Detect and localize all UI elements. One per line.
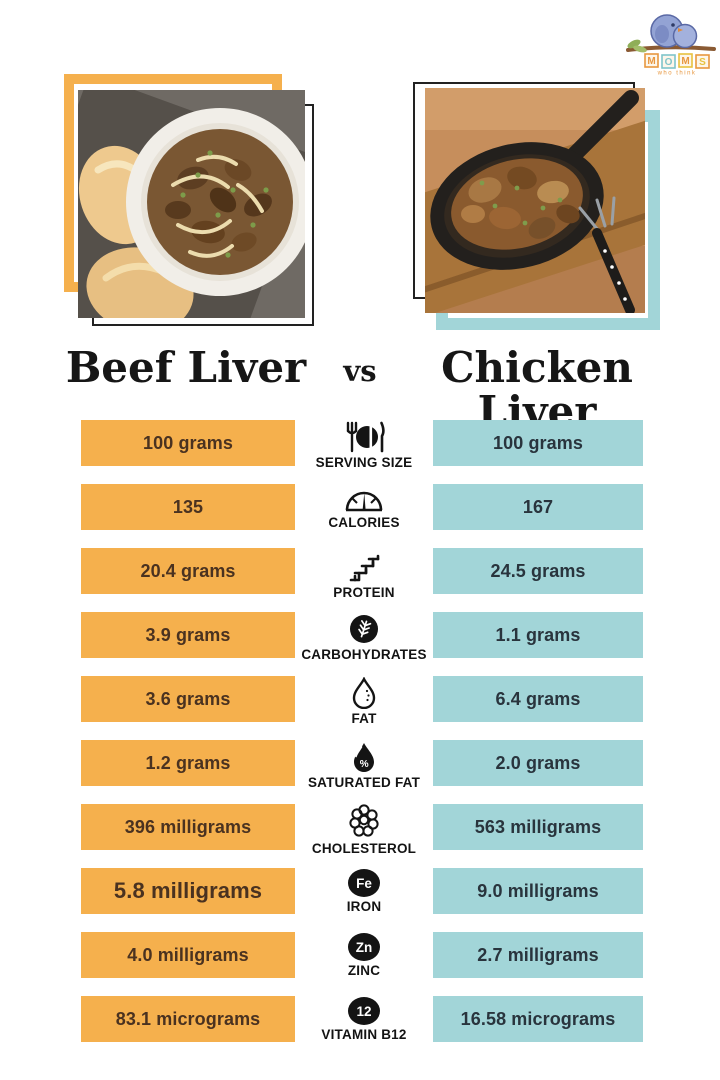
beef-value: 1.2 grams bbox=[145, 752, 231, 773]
iron-icon: Fe bbox=[348, 869, 380, 897]
chicken-value-bar: 167 bbox=[433, 484, 643, 530]
chicken-value: 24.5 grams bbox=[490, 560, 586, 581]
nutrient-label: ZINC bbox=[347, 963, 381, 978]
logo-letter: S bbox=[699, 57, 706, 68]
nutrient-label: IRON bbox=[346, 899, 382, 914]
beef-liver-photo bbox=[78, 90, 305, 318]
beef-value-bar: 100 grams bbox=[81, 420, 295, 466]
nutrient-cell: FAT bbox=[295, 676, 433, 726]
serving-size-icon bbox=[342, 421, 386, 453]
chicken-value-bar: 6.4 grams bbox=[433, 676, 643, 722]
beef-value-bar: 3.6 grams bbox=[81, 676, 295, 722]
nutrient-label: SERVING SIZE bbox=[315, 455, 413, 470]
chicken-value-bar: 1.1 grams bbox=[433, 612, 643, 658]
comparison-row: 20.4 grams PROTEIN 24.5 grams bbox=[81, 548, 720, 600]
beef-value: 20.4 grams bbox=[140, 560, 236, 581]
nutrient-cell: 12 VITAMIN B12 bbox=[295, 996, 433, 1042]
beef-value-bar: 20.4 grams bbox=[81, 548, 295, 594]
svg-text:%: % bbox=[360, 759, 369, 770]
comparison-row: 396 milligrams CHOLESTEROL 563 milligram… bbox=[81, 804, 720, 856]
comparison-row: 3.6 grams FAT 6.4 grams bbox=[81, 676, 720, 726]
nutrient-cell: CHOLESTEROL bbox=[295, 804, 433, 856]
nutrient-cell: CALORIES bbox=[295, 484, 433, 530]
cholesterol-icon bbox=[347, 804, 381, 839]
beef-value: 3.6 grams bbox=[145, 688, 231, 709]
comparison-row: 83.1 micrograms 12 VITAMIN B12 16.58 mic… bbox=[81, 996, 720, 1042]
fat-icon bbox=[351, 677, 377, 709]
title-vs: vs bbox=[343, 354, 377, 388]
nutrient-cell: Fe IRON bbox=[295, 868, 433, 914]
saturated-fat-icon: % bbox=[351, 741, 377, 773]
beef-value: 5.8 milligrams bbox=[113, 878, 263, 903]
beef-value-bar: 4.0 milligrams bbox=[81, 932, 295, 978]
beef-value: 135 bbox=[172, 496, 204, 517]
beef-value-bar: 396 milligrams bbox=[81, 804, 295, 850]
logo-subtitle: who think bbox=[657, 71, 697, 77]
beef-value: 3.9 grams bbox=[145, 624, 231, 645]
chicken-value: 9.0 milligrams bbox=[477, 880, 599, 901]
beef-value-bar: 3.9 grams bbox=[81, 612, 295, 658]
chicken-value-bar: 2.7 milligrams bbox=[433, 932, 643, 978]
nutrient-label: FAT bbox=[351, 711, 377, 726]
nutrient-label: VITAMIN B12 bbox=[321, 1027, 407, 1042]
chicken-value-bar: 2.0 grams bbox=[433, 740, 643, 786]
chicken-value: 1.1 grams bbox=[495, 624, 581, 645]
chicken-value-bar: 100 grams bbox=[433, 420, 643, 466]
title-chicken-liver: Chicken Liver bbox=[441, 343, 633, 437]
chicken-value: 6.4 grams bbox=[495, 688, 581, 709]
zinc-icon: Zn bbox=[348, 933, 380, 961]
beef-value-bar: 83.1 micrograms bbox=[81, 996, 295, 1042]
chicken-value: 2.0 grams bbox=[495, 752, 581, 773]
nutrient-label: CALORIES bbox=[328, 515, 400, 530]
calories-icon bbox=[344, 485, 384, 513]
nutrient-cell: SERVING SIZE bbox=[295, 420, 433, 470]
chicken-value: 100 grams bbox=[493, 432, 583, 453]
beef-value: 83.1 micrograms bbox=[115, 1008, 261, 1029]
beef-value: 396 milligrams bbox=[124, 816, 252, 837]
vitamin-b12-icon: 12 bbox=[348, 997, 380, 1025]
chicken-value: 16.58 micrograms bbox=[460, 1008, 616, 1029]
chicken-value: 2.7 milligrams bbox=[477, 944, 599, 965]
logo-letter: O bbox=[665, 57, 673, 68]
nutrient-label: CARBOHYDRATES bbox=[301, 647, 427, 662]
nutrient-cell: CARBOHYDRATES bbox=[295, 612, 433, 662]
carbohydrates-icon bbox=[348, 613, 380, 645]
beef-value-bar: 135 bbox=[81, 484, 295, 530]
comparison-row: 100 grams SERVING SIZE 100 grams bbox=[81, 420, 720, 470]
protein-icon bbox=[346, 549, 382, 583]
nutrient-cell: % SATURATED FAT bbox=[295, 740, 433, 790]
chicken-value-bar: 563 milligrams bbox=[433, 804, 643, 850]
chicken-value: 563 milligrams bbox=[474, 816, 602, 837]
beef-value-bar: 5.8 milligrams bbox=[81, 868, 295, 914]
title-beef-liver: Beef Liver bbox=[65, 343, 307, 392]
nutrient-cell: Zn ZINC bbox=[295, 932, 433, 978]
comparison-table: 100 grams SERVING SIZE 100 grams 135 CAL… bbox=[0, 420, 720, 1060]
comparison-row: 5.8 milligrams Fe IRON 9.0 milligrams bbox=[81, 868, 720, 914]
nutrient-cell: PROTEIN bbox=[295, 548, 433, 600]
nutrient-label: CHOLESTEROL bbox=[311, 841, 417, 856]
chicken-value-bar: 9.0 milligrams bbox=[433, 868, 643, 914]
beef-value: 4.0 milligrams bbox=[127, 944, 249, 965]
chicken-value: 167 bbox=[522, 496, 554, 517]
chicken-value-bar: 24.5 grams bbox=[433, 548, 643, 594]
moms-who-think-logo: M O M S who think bbox=[626, 10, 716, 77]
beef-value: 100 grams bbox=[143, 432, 233, 453]
chicken-liver-photo bbox=[425, 88, 645, 313]
logo-letter: M bbox=[647, 56, 655, 67]
logo-letter: M bbox=[681, 56, 689, 67]
chicken-value-bar: 16.58 micrograms bbox=[433, 996, 643, 1042]
comparison-row: 1.2 grams % SATURATED FAT 2.0 grams bbox=[81, 740, 720, 790]
beef-value-bar: 1.2 grams bbox=[81, 740, 295, 786]
comparison-row: 3.9 grams CARBOHYDRATES 1.1 grams bbox=[81, 612, 720, 662]
nutrient-label: PROTEIN bbox=[333, 585, 395, 600]
comparison-row: 4.0 milligrams Zn ZINC 2.7 milligrams bbox=[81, 932, 720, 978]
nutrient-label: SATURATED FAT bbox=[307, 775, 421, 790]
comparison-row: 135 CALORIES 167 bbox=[81, 484, 720, 530]
